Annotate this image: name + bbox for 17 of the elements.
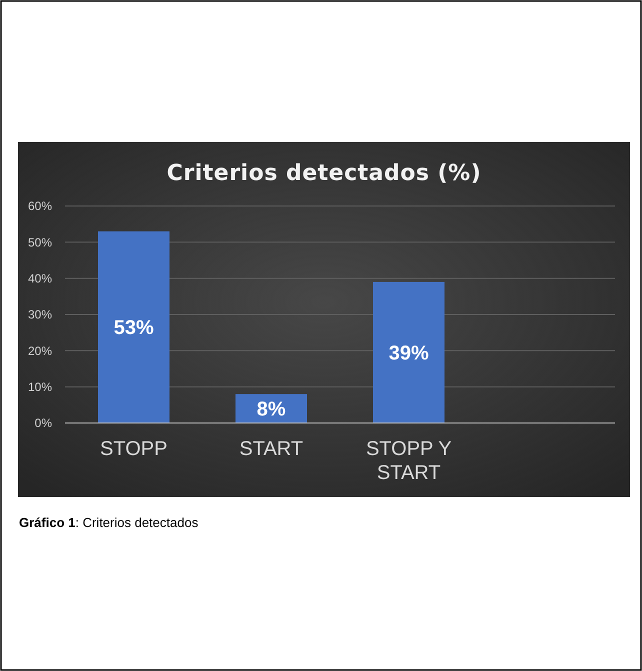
y-tick-label: 20% [28,344,52,358]
chart-title: Criterios detectados (%) [166,161,482,186]
x-tick-label: STOPP Y START [366,438,452,484]
y-tick-label: 0% [34,416,52,430]
y-tick-label: 50% [28,235,52,250]
x-tick-label: START [239,438,304,460]
y-tick-label: 40% [28,272,52,286]
bar [98,231,170,423]
data-label: 8% [256,398,286,421]
y-tick-label: 30% [28,308,52,322]
data-label: 53% [114,317,154,340]
x-tick-label: STOPP [100,438,168,460]
y-tick-label: 60% [28,199,52,214]
text: Gráfico 1: Criterios detectados [19,515,199,530]
bar [373,282,444,423]
y-tick-label: 10% [28,380,52,394]
data-label: 39% [388,342,429,364]
